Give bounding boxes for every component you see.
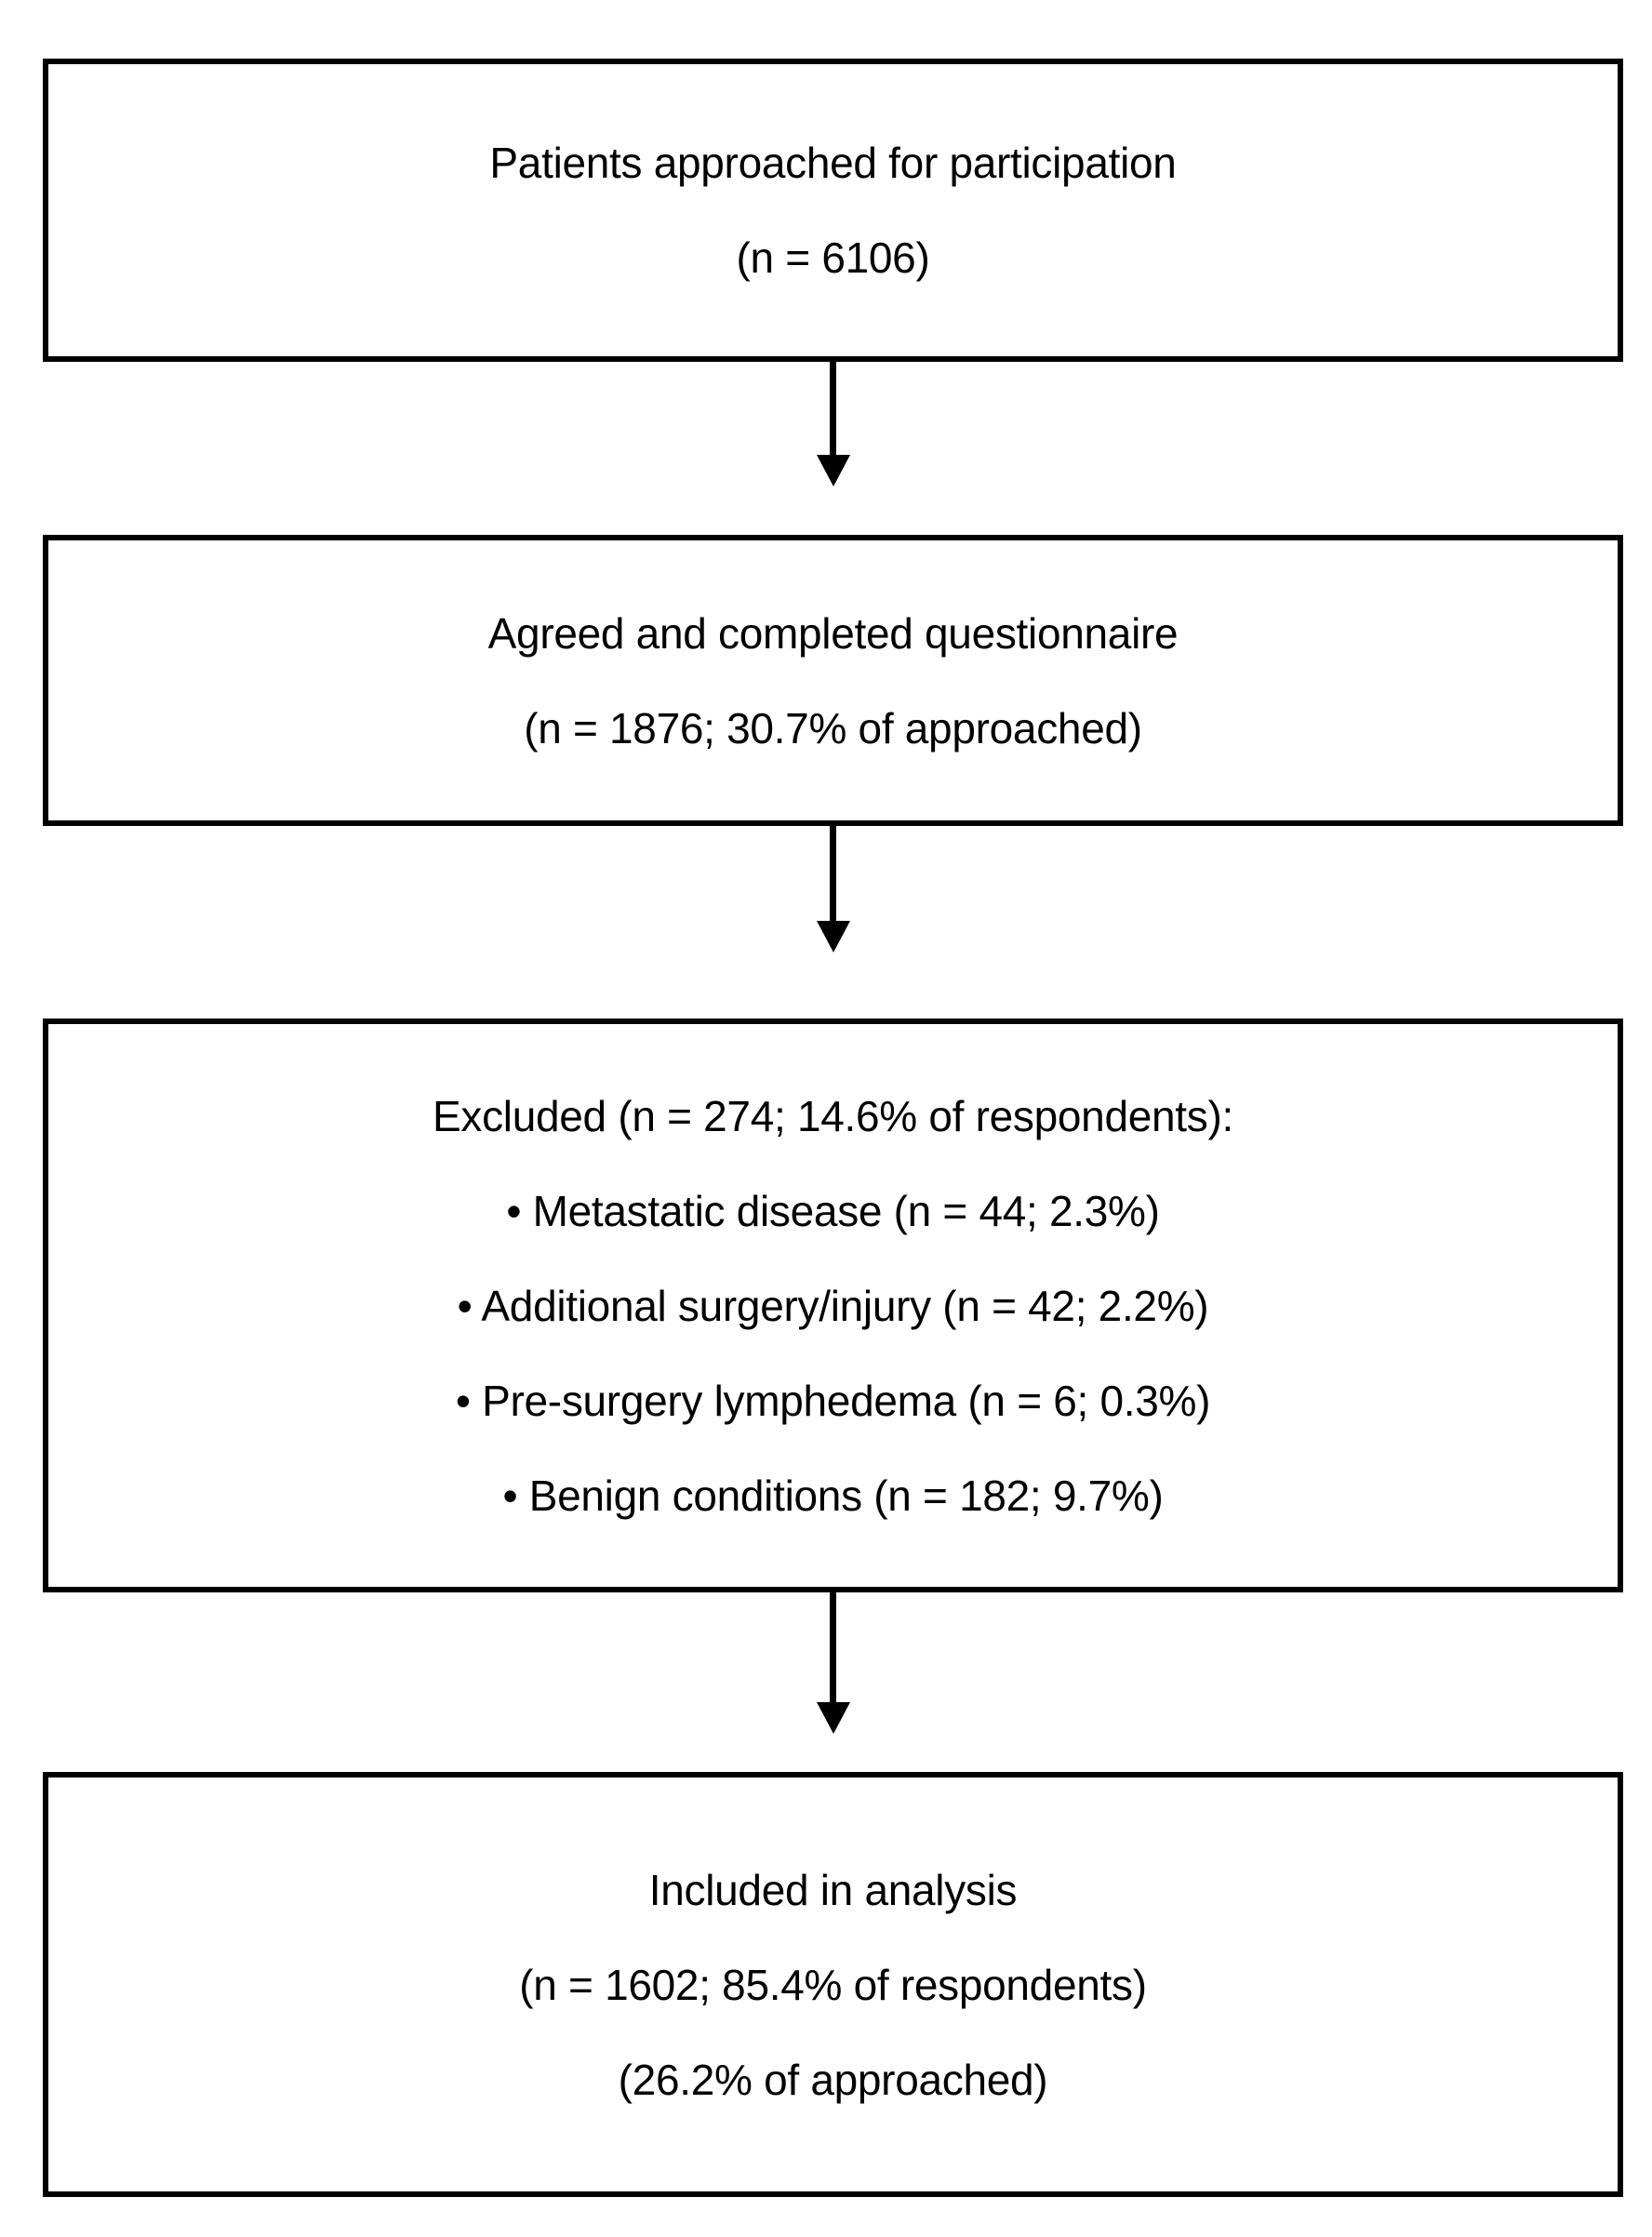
box-line-bullet: • Additional surgery/injury (n = 42; 2.2…: [457, 1281, 1209, 1330]
arrow-shaft: [830, 1592, 836, 1702]
box-line-bullet: • Metastatic disease (n = 44; 2.3%): [506, 1186, 1160, 1235]
box-line: (n = 6106): [736, 233, 930, 282]
box-line: (n = 1876; 30.7% of approached): [524, 703, 1142, 752]
arrow-head-icon: [816, 921, 850, 952]
flow-box-agreed-completed: Agreed and completed questionnaire (n = …: [43, 535, 1623, 826]
down-arrow: [43, 1592, 1623, 1734]
flow-box-included-analysis: Included in analysis (n = 1602; 85.4% of…: [43, 1772, 1623, 2197]
flow-box-excluded: Excluded (n = 274; 14.6% of respondents)…: [43, 1019, 1623, 1592]
box-line: Patients approached for participation: [489, 139, 1177, 187]
arrow-head-icon: [816, 455, 850, 486]
arrow-shaft: [830, 362, 836, 455]
arrow-shaft: [830, 826, 836, 921]
box-line: Included in analysis: [648, 1865, 1018, 1914]
box-line: (26.2% of approached): [618, 2055, 1048, 2104]
box-line: Excluded (n = 274; 14.6% of respondents)…: [433, 1091, 1233, 1140]
box-line: Agreed and completed questionnaire: [487, 608, 1179, 658]
box-line-bullet: • Pre-surgery lymphedema (n = 6; 0.3%): [455, 1376, 1211, 1425]
down-arrow: [43, 826, 1623, 952]
flow-box-patients-approached: Patients approached for participation (n…: [43, 59, 1623, 362]
box-line-bullet: • Benign conditions (n = 182; 9.7%): [502, 1471, 1164, 1520]
down-arrow: [43, 362, 1623, 486]
arrow-head-icon: [816, 1702, 850, 1734]
box-line: (n = 1602; 85.4% of respondents): [519, 1960, 1147, 2009]
